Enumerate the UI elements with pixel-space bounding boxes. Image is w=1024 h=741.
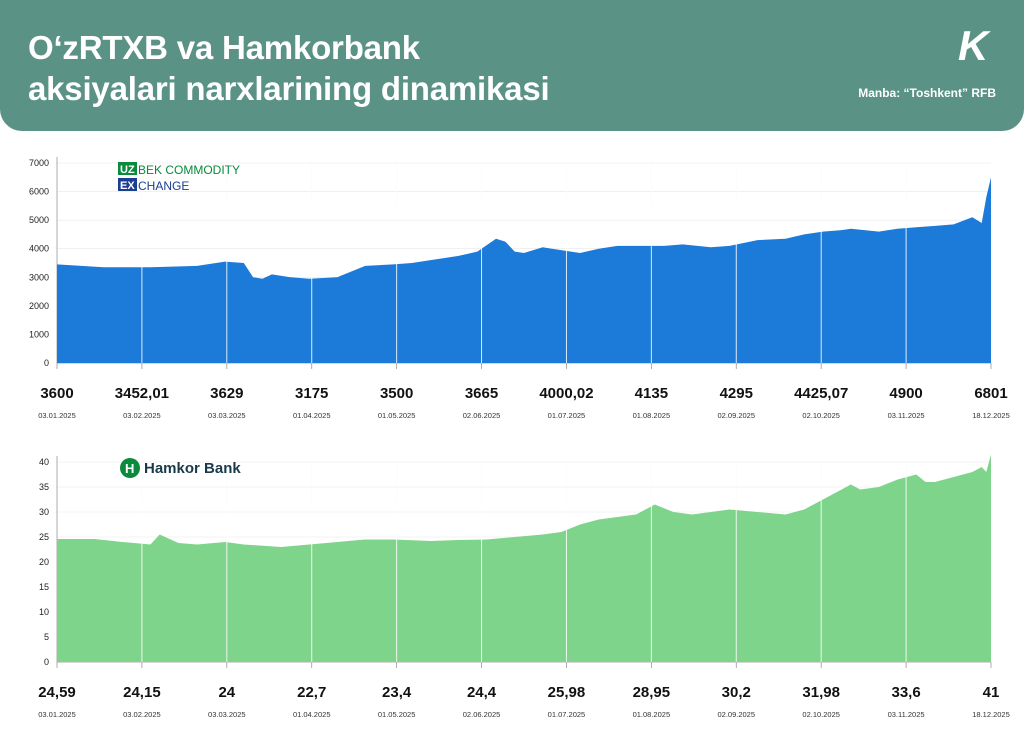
hamkor-price-chart: 0 5 10 15 20 25 30 35 40 H Hamkor Bank 24,59 03.0… [38, 454, 1010, 719]
page-title: O‘zRTXB va Hamkorbank aksiyalari narxlar… [28, 27, 550, 109]
price-label: 41 [983, 684, 1000, 701]
y-tick-label: 30 [39, 507, 49, 517]
uzex-price-chart: 0 1000 2000 3000 4000 5000 6000 7000 UZ EX BEK … [29, 157, 1010, 420]
date-label: 01.07.2025 [548, 411, 586, 420]
uzex-text-1: BEK COMMODITY [138, 163, 240, 177]
y-tick-label: 25 [39, 532, 49, 542]
price-labels: 3600 03.01.2025 3452,01 03.02.2025 3629 03.03… [38, 363, 1010, 420]
date-label: 02.06.2025 [463, 411, 501, 420]
y-tick-label: 0 [44, 657, 49, 667]
title-line-2: aksiyalari narxlarining dinamikasi [28, 70, 550, 107]
price-label: 30,2 [722, 684, 751, 701]
y-tick-label: 0 [44, 358, 49, 368]
uzex-box-2: EX [120, 180, 135, 192]
brand-letter: K [958, 22, 991, 68]
price-label: 25,98 [548, 684, 586, 701]
date-label: 01.05.2025 [378, 710, 416, 719]
y-tick-label: 5000 [29, 215, 49, 225]
date-label: 03.11.2025 [888, 411, 925, 420]
date-label: 02.10.2025 [802, 710, 840, 719]
price-label: 4425,07 [794, 385, 848, 402]
area-series-hamkor [57, 454, 991, 662]
date-label: 03.01.2025 [38, 411, 76, 420]
date-label: 01.04.2025 [293, 411, 331, 420]
y-tick-label: 7000 [29, 158, 49, 168]
y-tick-label: 15 [39, 582, 49, 592]
price-label: 31,98 [802, 684, 840, 701]
hamkor-logo: H Hamkor Bank [120, 458, 241, 478]
date-markers [141, 462, 907, 662]
hamkor-logo-icon [120, 458, 140, 478]
area-series-uzex [57, 177, 991, 363]
price-label: 24,4 [467, 684, 497, 701]
price-label: 24 [218, 684, 235, 701]
price-label: 6801 [974, 385, 1007, 402]
source-note: Manba: “Toshkent” RFB [858, 86, 996, 100]
price-label: 33,6 [891, 684, 920, 701]
price-label: 24,59 [38, 684, 76, 701]
y-tick-label: 3000 [29, 272, 49, 282]
price-label: 3600 [40, 385, 73, 402]
price-label: 3500 [380, 385, 413, 402]
uzex-text-2: CHANGE [138, 179, 189, 193]
y-tick-label: 20 [39, 557, 49, 567]
uzex-logo: UZ EX BEK COMMODITY CHANGE [118, 162, 240, 193]
price-label: 22,7 [297, 684, 326, 701]
date-markers [141, 163, 907, 363]
price-label: 3665 [465, 385, 498, 402]
uzex-box-1: UZ [120, 164, 135, 176]
date-label: 03.01.2025 [38, 710, 76, 719]
date-label: 03.03.2025 [208, 411, 246, 420]
date-label: 02.09.2025 [717, 411, 755, 420]
date-label: 01.04.2025 [293, 710, 331, 719]
price-label: 3175 [295, 385, 328, 402]
price-labels: 24,59 03.01.2025 24,15 03.02.2025 24 03.03.20… [38, 662, 1010, 719]
header-banner: O‘zRTXB va Hamkorbank aksiyalari narxlar… [0, 0, 1024, 131]
date-label: 02.09.2025 [717, 710, 755, 719]
date-label: 01.05.2025 [378, 411, 416, 420]
price-label: 4000,02 [539, 385, 593, 402]
price-label: 4135 [635, 385, 668, 402]
price-label: 4295 [720, 385, 753, 402]
y-tick-label: 40 [39, 457, 49, 467]
price-label: 24,15 [123, 684, 161, 701]
date-label: 18.12.2025 [972, 710, 1010, 719]
date-label: 18.12.2025 [972, 411, 1010, 420]
price-label: 4900 [889, 385, 922, 402]
y-tick-label: 10 [39, 607, 49, 617]
price-label: 3452,01 [115, 385, 169, 402]
date-label: 03.02.2025 [123, 411, 161, 420]
date-label: 01.07.2025 [548, 710, 586, 719]
y-tick-label: 6000 [29, 187, 49, 197]
date-label: 01.08.2025 [633, 710, 671, 719]
date-label: 02.06.2025 [463, 710, 501, 719]
hamkor-logo-text: Hamkor Bank [144, 460, 241, 477]
date-label: 03.02.2025 [123, 710, 161, 719]
price-label: 3629 [210, 385, 243, 402]
y-tick-label: 5 [44, 632, 49, 642]
y-tick-label: 2000 [29, 301, 49, 311]
title-line-1: O‘zRTXB va Hamkorbank [28, 29, 420, 66]
date-label: 03.03.2025 [208, 710, 246, 719]
y-tick-label: 4000 [29, 244, 49, 254]
date-label: 01.08.2025 [633, 411, 671, 420]
y-tick-label: 35 [39, 482, 49, 492]
brand-logo: K [958, 22, 991, 68]
price-label: 28,95 [633, 684, 671, 701]
date-label: 03.11.2025 [888, 710, 925, 719]
y-tick-label: 1000 [29, 329, 49, 339]
date-label: 02.10.2025 [802, 411, 840, 420]
svg-text:H: H [125, 461, 134, 476]
price-label: 23,4 [382, 684, 412, 701]
